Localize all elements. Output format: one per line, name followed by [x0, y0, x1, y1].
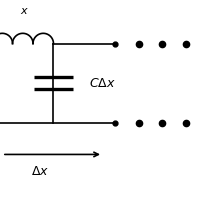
Text: $C\Delta x$: $C\Delta x$: [89, 77, 116, 90]
Text: $\Delta x$: $\Delta x$: [30, 165, 49, 178]
Text: $x$: $x$: [20, 6, 29, 16]
